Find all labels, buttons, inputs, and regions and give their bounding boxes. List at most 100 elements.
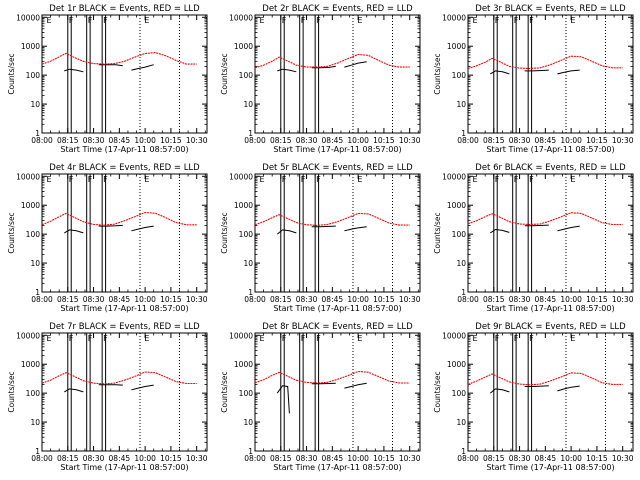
x-tick-label: 08:45 [109, 136, 131, 145]
panel-title: Det 2r BLACK = Events, RED = LLD [262, 4, 413, 14]
marker-label-e: E [144, 16, 149, 25]
x-tick-label: 10:15 [373, 136, 395, 145]
y-tick-label: 100 [239, 230, 254, 239]
marker-label-e: E [472, 175, 477, 184]
x-tick-label: 10:15 [160, 136, 182, 145]
y-axis-label: Counts/sec [433, 371, 442, 412]
marker-label-e: E [472, 334, 477, 343]
x-tick-label: 08:30 [509, 295, 531, 304]
panel-det-3: Det 3r BLACK = Events, RED = LLD 1 10 100 10… [433, 4, 634, 154]
events-series-line [311, 65, 336, 69]
events-series-line [524, 224, 549, 227]
x-tick-label: 10:15 [160, 295, 182, 304]
marker-label-f: F [103, 334, 108, 343]
x-axis-label: Start Time (17-Apr-11 08:57:00) [273, 304, 401, 313]
events-series-line [276, 229, 297, 235]
marker-label-e: E [46, 334, 51, 343]
x-tick-label: 10:15 [586, 295, 608, 304]
lld-series-line [254, 370, 410, 384]
events-series-line [276, 385, 290, 414]
marker-label-f: F [495, 334, 500, 343]
marker-label-f: F [495, 16, 500, 25]
x-axis-label: Start Time (17-Apr-11 08:57:00) [60, 145, 188, 154]
marker-label-f: F [282, 175, 287, 184]
y-tick-label: 10 [456, 259, 466, 268]
x-tick-label: 08:00 [244, 136, 266, 145]
x-tick-label: 10:00 [347, 295, 369, 304]
y-tick-label: 10000 [16, 331, 40, 340]
x-tick-label: 08:45 [535, 454, 557, 463]
panel-det-5: Det 5r BLACK = Events, RED = LLD 1 10 100 10… [220, 163, 421, 313]
marker-label-e: E [259, 334, 264, 343]
marker-label-e: E [570, 175, 575, 184]
y-tick-label: 10000 [442, 331, 466, 340]
x-tick-label: 08:15 [270, 136, 292, 145]
events-series-line [490, 228, 510, 234]
marker-label-e: E [357, 334, 362, 343]
marker-label-e: E [46, 175, 51, 184]
y-axis-label: Counts/sec [433, 212, 442, 253]
y-tick-label: 1000 [447, 42, 466, 51]
x-tick-label: 08:00 [457, 295, 479, 304]
y-tick-label: 100 [26, 230, 41, 239]
x-tick-label: 08:00 [31, 136, 53, 145]
y-axis-label: Counts/sec [7, 212, 16, 253]
events-series-line [131, 225, 154, 232]
x-tick-label: 08:45 [109, 295, 131, 304]
panel-det-1: Det 1r BLACK = Events, RED = LLD 1 10 100 10… [7, 4, 208, 154]
x-tick-label: 10:00 [134, 454, 156, 463]
marker-label-f: F [514, 16, 519, 25]
marker-label-f: F [495, 175, 500, 184]
y-tick-label: 10 [456, 100, 466, 109]
marker-label-f: F [301, 175, 306, 184]
x-tick-label: 10:30 [612, 295, 634, 304]
x-tick-label: 10:15 [373, 295, 395, 304]
marker-label-f: F [103, 16, 108, 25]
marker-label-e: E [570, 16, 575, 25]
marker-label-f: F [301, 16, 306, 25]
panel-title: Det 9r BLACK = Events, RED = LLD [475, 322, 626, 332]
events-series-line [64, 68, 84, 73]
marker-label-f: F [69, 16, 74, 25]
y-tick-label: 1000 [234, 201, 253, 210]
panel-title: Det 6r BLACK = Events, RED = LLD [475, 163, 626, 173]
y-axis-label: Counts/sec [220, 371, 229, 412]
y-tick-label: 10000 [16, 172, 40, 181]
marker-label-e: E [144, 334, 149, 343]
y-tick-label: 100 [452, 389, 467, 398]
y-axis-label: Counts/sec [433, 53, 442, 94]
lld-series-line [41, 211, 197, 226]
panel-title: Det 4r BLACK = Events, RED = LLD [49, 163, 200, 173]
x-tick-label: 10:15 [160, 454, 182, 463]
x-tick-label: 08:15 [57, 136, 79, 145]
marker-label-f: F [514, 334, 519, 343]
marker-label-e: E [357, 175, 362, 184]
marker-label-f: F [282, 16, 287, 25]
y-tick-label: 10 [456, 418, 466, 427]
y-tick-label: 10 [243, 259, 253, 268]
y-tick-label: 1000 [447, 360, 466, 369]
y-tick-label: 1 [248, 447, 253, 456]
x-tick-label: 10:30 [612, 454, 634, 463]
y-tick-label: 1000 [21, 360, 40, 369]
events-series-line [490, 70, 510, 75]
marker-label-f: F [316, 16, 321, 25]
x-tick-label: 08:00 [244, 454, 266, 463]
events-series-line [489, 388, 510, 394]
y-tick-label: 1000 [21, 201, 40, 210]
events-series-line [311, 382, 336, 385]
panel-det-8: Det 8r BLACK = Events, RED = LLD 1 10 100 10… [220, 322, 421, 472]
y-tick-label: 10 [243, 100, 253, 109]
marker-label-f: F [88, 16, 93, 25]
y-tick-label: 10 [30, 259, 40, 268]
marker-label-e: E [472, 16, 477, 25]
x-tick-label: 08:30 [296, 454, 318, 463]
x-tick-label: 08:15 [483, 454, 505, 463]
plot-frame [41, 332, 208, 452]
x-tick-label: 08:00 [457, 136, 479, 145]
panel-title: Det 8r BLACK = Events, RED = LLD [262, 322, 413, 332]
plot-frame [254, 332, 421, 452]
marker-label-e: E [259, 16, 264, 25]
x-axis-label: Start Time (17-Apr-11 08:57:00) [486, 145, 614, 154]
y-axis-label: Counts/sec [220, 53, 229, 94]
